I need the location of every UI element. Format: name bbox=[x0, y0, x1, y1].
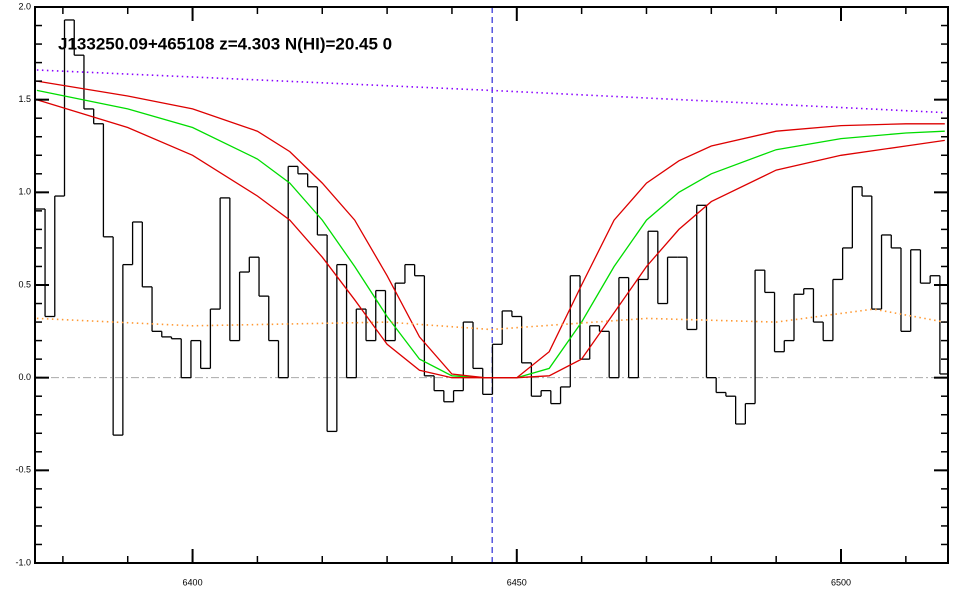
x-tick-label: 6500 bbox=[831, 577, 851, 587]
chart-title: J133250.09+465108 z=4.303 N(HI)=20.45 0 bbox=[58, 34, 392, 53]
y-tick-label: 0.5 bbox=[18, 279, 31, 289]
y-tick-label: 0.0 bbox=[18, 372, 31, 382]
x-tick-label: 6450 bbox=[507, 577, 527, 587]
y-tick-label: 2.0 bbox=[18, 1, 31, 11]
plot-area bbox=[35, 7, 948, 563]
y-tick-label: 1.0 bbox=[18, 187, 31, 197]
y-tick-label: -1.0 bbox=[15, 557, 31, 567]
y-tick-label: -0.5 bbox=[15, 465, 31, 475]
dotted-line bbox=[36, 69, 945, 114]
y-tick-label: 1.5 bbox=[18, 94, 31, 104]
model-line bbox=[36, 99, 945, 379]
x-tick-label: 6400 bbox=[183, 577, 203, 587]
